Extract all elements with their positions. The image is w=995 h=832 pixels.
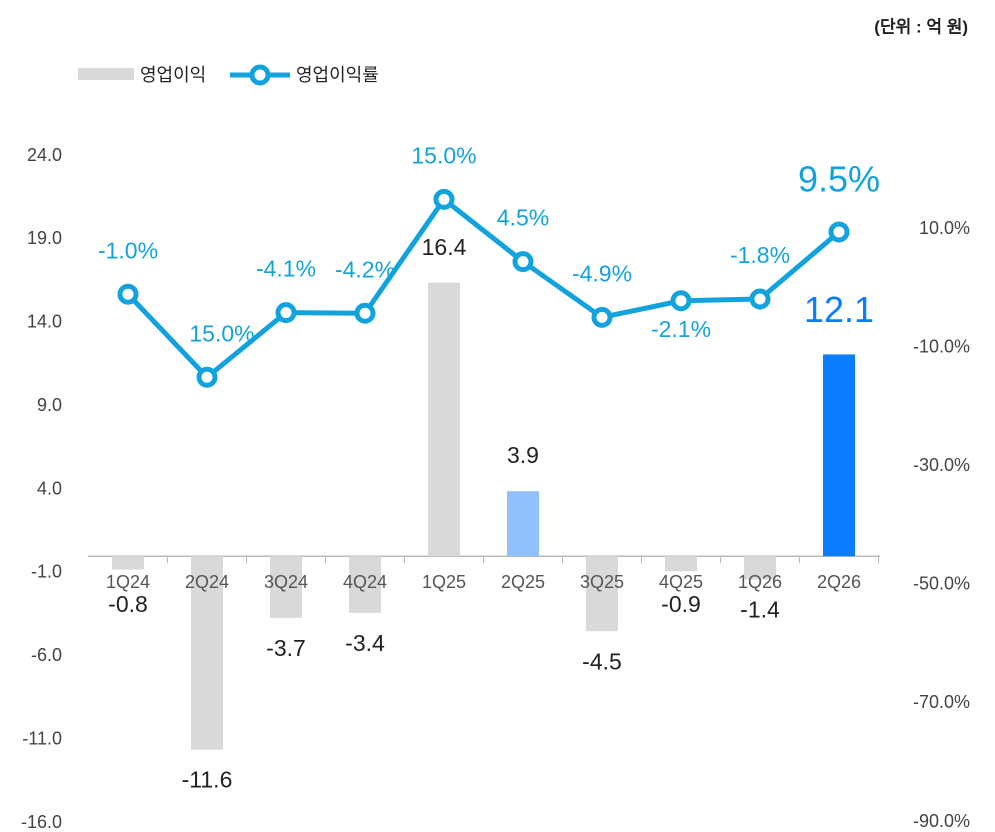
line-value-label: -4.2%	[335, 256, 395, 282]
line-value-label: 9.5%	[798, 158, 880, 199]
line-marker	[749, 288, 771, 310]
bar	[586, 556, 618, 632]
x-tick-label: 3Q25	[580, 572, 624, 592]
line-marker	[196, 366, 218, 388]
x-tick-label: 1Q24	[106, 572, 150, 592]
bar	[507, 491, 539, 557]
line-value-label: -2.1%	[651, 316, 711, 342]
unit-note: (단위 : 억 원)	[874, 17, 968, 36]
bar	[823, 354, 855, 557]
y-tick-label: 4.0	[37, 478, 62, 498]
line-marker	[670, 290, 692, 312]
bar-value-label: -4.5	[582, 648, 622, 674]
bar	[270, 556, 302, 618]
line-value-label: -1.8%	[730, 242, 790, 268]
bar	[428, 282, 460, 557]
line-value-label: -4.1%	[256, 256, 316, 282]
bar-value-label: -11.6	[182, 767, 233, 793]
x-tick-label: 4Q25	[659, 572, 703, 592]
bar-value-label: -3.4	[345, 630, 385, 656]
line-marker	[591, 306, 613, 328]
x-tick-label: 2Q24	[185, 572, 229, 592]
line-marker	[512, 251, 534, 273]
legend-label: 영업이익	[140, 65, 206, 85]
bar-value-label: -0.9	[661, 591, 701, 617]
x-tick-label: 1Q26	[738, 572, 782, 592]
y-tick-label: -16.0	[21, 812, 62, 832]
y2-tick-label: -50.0%	[913, 574, 970, 594]
line-value-label: -1.0%	[98, 237, 158, 263]
line-value-label: 15.0%	[189, 320, 254, 346]
y2-tick-label: -90.0%	[913, 811, 970, 831]
x-tick-label: 3Q24	[264, 572, 308, 592]
line	[126, 196, 841, 380]
line-marker	[828, 221, 850, 243]
bar-value-label: -1.4	[740, 597, 780, 623]
bar-value-label: 12.1	[804, 289, 874, 330]
bar	[744, 556, 776, 580]
bar	[112, 556, 144, 570]
y-tick-label: 9.0	[37, 395, 62, 415]
legend-swatch	[78, 68, 134, 80]
y-tick-label: 14.0	[27, 312, 62, 332]
line-marker	[275, 302, 297, 324]
x-tick-label: 1Q25	[422, 572, 466, 592]
y2-tick-label: 10.0%	[919, 218, 970, 238]
y2-tick-label: -10.0%	[913, 336, 970, 356]
y-tick-label: 24.0	[27, 145, 62, 165]
bar	[665, 556, 697, 572]
line-value-label: -4.9%	[572, 260, 632, 286]
line-value-label: 15.0%	[411, 142, 476, 168]
bar-value-label: 3.9	[507, 442, 539, 468]
line-marker	[354, 302, 376, 324]
line-value-label: 4.5%	[497, 205, 549, 231]
x-tick-label: 2Q25	[501, 572, 545, 592]
y-tick-label: -11.0	[22, 728, 62, 748]
y-tick-label: -6.0	[31, 645, 62, 665]
x-tick-label: 4Q24	[343, 572, 387, 592]
line-marker	[117, 283, 139, 305]
y-tick-label: 19.0	[27, 228, 62, 248]
line-marker	[433, 188, 455, 210]
legend-label: 영업이익률	[296, 65, 379, 85]
y2-tick-label: -30.0%	[913, 455, 970, 475]
bar	[349, 556, 381, 613]
bar-value-label: -0.8	[108, 591, 148, 617]
legend-marker	[249, 64, 271, 86]
y2-tick-label: -70.0%	[913, 692, 970, 712]
bar-value-label: -3.7	[266, 635, 306, 661]
y-tick-label: -1.0	[31, 562, 62, 582]
bar	[191, 556, 223, 750]
x-tick-label: 2Q26	[817, 572, 861, 592]
bar-value-label: 16.4	[422, 234, 467, 260]
